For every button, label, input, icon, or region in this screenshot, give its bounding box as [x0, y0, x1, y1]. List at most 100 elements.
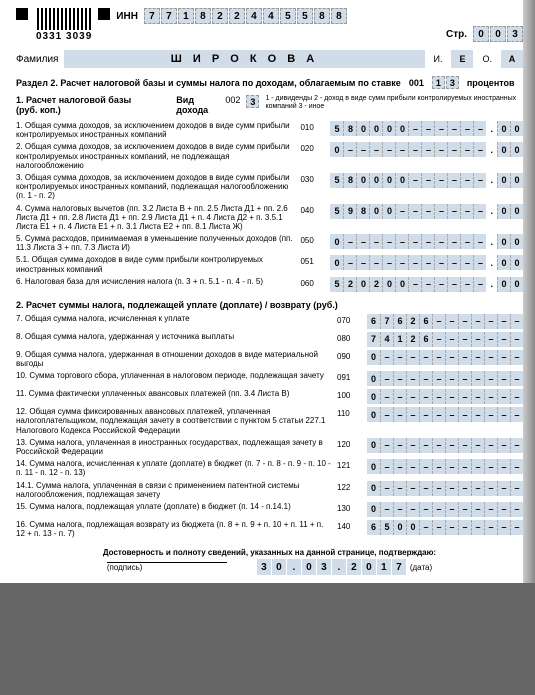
line-code: 122 [337, 481, 361, 492]
line-code: 050 [300, 234, 324, 245]
date-char: 2 [347, 559, 361, 575]
form-line: 7. Общая сумма налога, исчисленная к упл… [16, 314, 523, 329]
sign-label: (подпись) [107, 563, 227, 572]
line-code: 051 [300, 255, 324, 266]
amount-field: 0––––––––––– [367, 389, 523, 404]
form-line: 11. Сумма фактически уплаченных авансовы… [16, 389, 523, 404]
form-line: 5.1. Общая сумма доходов в виде сумм при… [16, 255, 523, 273]
inn-cells: 771822445588 [144, 8, 347, 24]
cell: 5 [297, 8, 313, 24]
sub-label: 1. Расчет налоговой базы (руб. коп.) [16, 95, 150, 115]
str-cells: 003 [473, 26, 523, 42]
form-line: 13. Сумма налога, уплаченная в иностранн… [16, 438, 523, 456]
tax-form-page: 0331 3039 ИНН 771822445588 Стр. 003 Фами… [0, 0, 535, 583]
line-text: 11. Сумма фактически уплаченных авансовы… [16, 389, 331, 398]
cell: 0 [490, 26, 506, 42]
form-line: 10. Сумма торгового сбора, уплаченная в … [16, 371, 523, 386]
inn-label: ИНН [116, 11, 138, 22]
page-number-row: Стр. 003 [236, 26, 523, 42]
amount-field: 74126––––––– [367, 332, 523, 347]
form-line: 1. Общая сумма доходов, за исключением д… [16, 121, 523, 139]
amount-field: 0––––––––––– [367, 502, 523, 517]
scrollbar[interactable] [523, 0, 535, 583]
form-line: 6. Налоговая база для исчисления налога … [16, 277, 523, 292]
cell: 1 [178, 8, 194, 24]
marker-square-right [98, 8, 110, 20]
line-text: 9. Общая сумма налога, удержанная в отно… [16, 350, 331, 368]
inn-row: ИНН 771822445588 [116, 8, 523, 24]
cell: 3 [507, 26, 523, 42]
date-char: 0 [272, 559, 286, 575]
surname-field: Ш И Р О К О В А [64, 50, 424, 68]
amount-field: 0–––––––––––.00 [330, 234, 523, 249]
cell: 5 [280, 8, 296, 24]
cell: 2 [212, 8, 228, 24]
section-title-row: Раздел 2. Расчет налоговой базы и суммы … [16, 76, 523, 89]
cell: 8 [195, 8, 211, 24]
line-text: 13. Сумма налога, уплаченная в иностранн… [16, 438, 331, 456]
line-code: 120 [337, 438, 361, 449]
line-text: 4. Сумма налоговых вычетов (пп. 3.2 Лист… [16, 204, 294, 232]
surname-label: Фамилия [16, 54, 58, 65]
date-char: 1 [377, 559, 391, 575]
marker-square-left [16, 8, 28, 20]
vid-cell: 3 [246, 95, 259, 108]
amount-field: 520200––––––.00 [330, 277, 523, 292]
date-block: 30.03.2017 (дата) [257, 559, 432, 575]
form-line: 14. Сумма налога, исчисленная к уплате (… [16, 459, 523, 477]
line-text: 5.1. Общая сумма доходов в виде сумм при… [16, 255, 294, 273]
line-text: 10. Сумма торгового сбора, уплаченная в … [16, 371, 331, 380]
cell: 7 [144, 8, 160, 24]
amount-field: 0–––––––––––.00 [330, 142, 523, 157]
line-text: 5. Сумма расходов, принимаемая в уменьше… [16, 234, 294, 252]
date-char: 0 [302, 559, 316, 575]
line-code: 010 [300, 121, 324, 132]
subhead-row: 1. Расчет налоговой базы (руб. коп.) Вид… [16, 95, 523, 115]
barcode-number: 0331 3039 [36, 31, 92, 42]
rate-code: 001 [409, 78, 424, 88]
o-cell: А [501, 50, 523, 68]
amount-field: 0––––––––––– [367, 371, 523, 386]
form-line: 8. Общая сумма налога, удержанная у исто… [16, 332, 523, 347]
line-text: 7. Общая сумма налога, исчисленная к упл… [16, 314, 331, 323]
cell: 8 [314, 8, 330, 24]
line-text: 6. Налоговая база для исчисления налога … [16, 277, 294, 286]
amount-field: 59800–––––––.00 [330, 204, 523, 219]
amount-field: 0––––––––––– [367, 350, 523, 365]
line-code: 130 [337, 502, 361, 513]
line-text: 14.1. Сумма налога, уплаченная в связи с… [16, 481, 331, 499]
footer-row: (подпись) 30.03.2017 (дата) [16, 559, 523, 575]
form-line: 12. Общая сумма фиксированных авансовых … [16, 407, 523, 435]
cell: 2 [229, 8, 245, 24]
line-text: 12. Общая сумма фиксированных авансовых … [16, 407, 331, 435]
cell: 7 [161, 8, 177, 24]
form-line: 3. Общая сумма доходов, за исключением д… [16, 173, 523, 201]
line-code: 060 [300, 277, 324, 288]
date-field: 30.03.2017 [257, 559, 406, 575]
cell: 4 [263, 8, 279, 24]
form-line: 15. Сумма налога, подлежащая уплате (доп… [16, 502, 523, 517]
line-text: 15. Сумма налога, подлежащая уплате (доп… [16, 502, 331, 511]
amount-field: 0––––––––––– [367, 481, 523, 496]
surname-row: Фамилия Ш И Р О К О В А И. Е О. А [16, 50, 523, 68]
form-line: 9. Общая сумма налога, удержанная в отно… [16, 350, 523, 368]
line-code: 110 [337, 407, 361, 418]
lines-section-1: 1. Общая сумма доходов, за исключением д… [16, 121, 523, 292]
footer-confirm: Достоверность и полноту сведений, указан… [16, 548, 523, 557]
cell: 3 [446, 76, 459, 89]
amount-field: 0––––––––––– [367, 438, 523, 453]
date-char: . [332, 559, 346, 575]
form-line: 16. Сумма налога, подлежащая возврату из… [16, 520, 523, 538]
amount-field: 6500–––––––– [367, 520, 523, 535]
form-line: 2. Общая сумма доходов, за исключением д… [16, 142, 523, 170]
top-bar: 0331 3039 ИНН 771822445588 Стр. 003 [16, 8, 523, 46]
section2-title: 2. Расчет суммы налога, подлежащей уплат… [16, 300, 523, 310]
date-char: 7 [392, 559, 406, 575]
line-text: 2. Общая сумма доходов, за исключением д… [16, 142, 294, 170]
date-char: . [287, 559, 301, 575]
i-cell: Е [451, 50, 473, 68]
vid-code: 002 [225, 95, 240, 105]
line-code: 070 [337, 314, 361, 325]
barcode: 0331 3039 [36, 8, 92, 42]
i-label: И. [434, 54, 443, 64]
